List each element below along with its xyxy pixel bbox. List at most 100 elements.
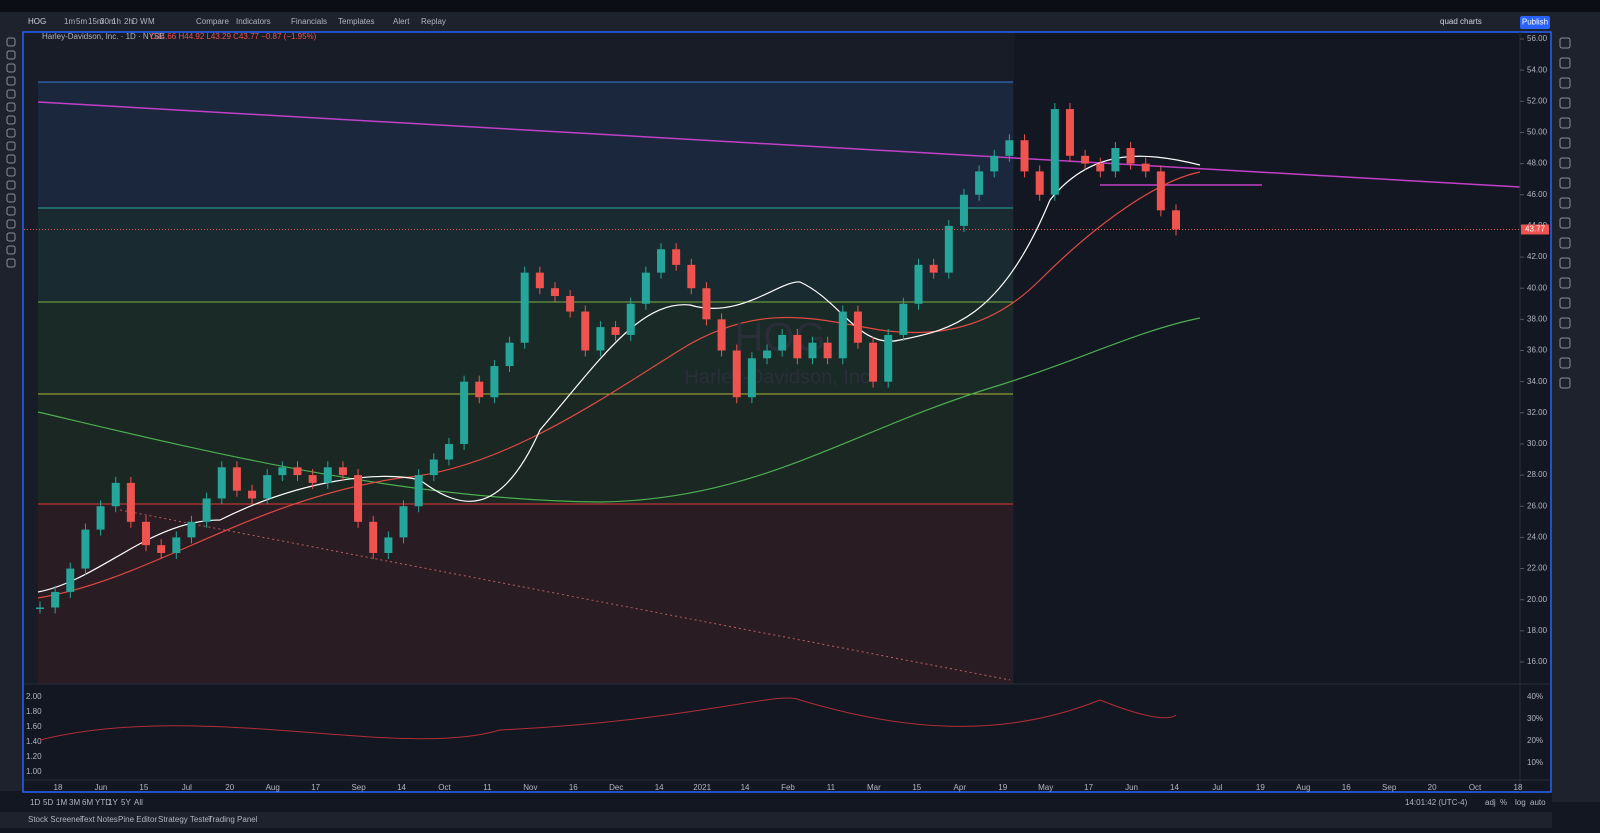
volume-left-tick: 1.80 — [26, 707, 42, 716]
x-tick-label: Jun — [94, 783, 107, 792]
sidebar-icon[interactable] — [1559, 137, 1571, 149]
sidebar-icon[interactable] — [1559, 357, 1571, 369]
tool-icon[interactable] — [6, 128, 16, 138]
range-button[interactable]: All — [134, 798, 143, 807]
tool-icon[interactable] — [6, 232, 16, 242]
tool-icon[interactable] — [6, 76, 16, 86]
tool-icon[interactable] — [6, 193, 16, 203]
sidebar-icon[interactable] — [1559, 37, 1571, 49]
interval[interactable]: 30m — [100, 17, 116, 26]
y-tick-label: 20.00 — [1527, 595, 1548, 604]
publish-label[interactable]: Publish — [1522, 18, 1548, 27]
range-button[interactable]: YTD — [95, 798, 111, 807]
candle — [596, 327, 605, 351]
panel-tab[interactable]: Pine Editor — [118, 815, 157, 824]
tool-icon[interactable] — [6, 89, 16, 99]
sidebar-icon[interactable] — [1559, 377, 1571, 389]
candle — [581, 311, 590, 351]
range-button[interactable]: 5D — [43, 798, 53, 807]
tool-icon[interactable] — [6, 63, 16, 73]
scale-option[interactable]: log — [1515, 798, 1526, 807]
sidebar-icon[interactable] — [1559, 197, 1571, 209]
x-tick-label: 11 — [827, 783, 836, 792]
tool-icon[interactable] — [6, 154, 16, 164]
legend-title: Harley-Davidson, Inc. · 1D · NYSE — [42, 32, 165, 41]
sidebar-icon[interactable] — [1559, 117, 1571, 129]
interval[interactable]: 15m — [88, 17, 104, 26]
candle — [778, 334, 787, 351]
tool-icon[interactable] — [6, 102, 16, 112]
last-price-box — [1521, 224, 1549, 235]
interval[interactable]: M — [148, 17, 155, 26]
x-tick-label: 14 — [397, 783, 406, 792]
tool-icon[interactable] — [6, 50, 16, 60]
right-sidebar — [1552, 12, 1600, 802]
y-tick-label: 36.00 — [1527, 346, 1548, 355]
sidebar-icon[interactable] — [1559, 57, 1571, 69]
sidebar-icon[interactable] — [1559, 97, 1571, 109]
browser-tabs — [0, 0, 1600, 12]
tool-icon[interactable] — [6, 37, 16, 47]
candle — [323, 467, 332, 483]
interval[interactable]: 1h — [112, 17, 121, 26]
trend-line — [37, 101, 1521, 188]
interval[interactable]: W — [140, 17, 148, 26]
tool-icon[interactable] — [6, 141, 16, 151]
candle — [232, 467, 241, 491]
x-tick-label: Dec — [609, 783, 623, 792]
layout-name[interactable]: quad charts — [1440, 17, 1482, 26]
tool-icon[interactable] — [6, 167, 16, 177]
toolbar-button[interactable]: Templates — [338, 17, 374, 26]
range-button[interactable]: 1Y — [108, 798, 118, 807]
tool-icon[interactable] — [6, 245, 16, 255]
range-button[interactable]: 6M — [82, 798, 93, 807]
scale-option[interactable]: adj — [1485, 798, 1496, 807]
interval[interactable]: 5m — [76, 17, 87, 26]
y-tick-label: 18.00 — [1527, 626, 1548, 635]
tool-icon[interactable] — [6, 258, 16, 268]
scale-option[interactable]: auto — [1530, 798, 1546, 807]
sidebar-icon[interactable] — [1559, 297, 1571, 309]
interval[interactable]: D — [132, 17, 138, 26]
toolbar-button[interactable]: Financials — [291, 17, 327, 26]
sidebar-icon[interactable] — [1559, 257, 1571, 269]
range-button[interactable]: 3M — [69, 798, 80, 807]
toolbar-button[interactable]: Replay — [421, 17, 446, 26]
tool-icon[interactable] — [6, 180, 16, 190]
candle — [1065, 109, 1074, 156]
tool-icon[interactable] — [6, 206, 16, 216]
y-tick-label: 38.00 — [1527, 314, 1548, 323]
candle — [202, 498, 211, 522]
x-tick-label: 19 — [998, 783, 1007, 792]
panel-tab[interactable]: Stock Screener — [28, 815, 83, 824]
candle — [520, 272, 529, 343]
sidebar-icon[interactable] — [1559, 217, 1571, 229]
sidebar-icon[interactable] — [1559, 237, 1571, 249]
panel-tab[interactable]: Trading Panel — [208, 815, 258, 824]
sidebar-icon[interactable] — [1559, 277, 1571, 289]
publish-button[interactable] — [1520, 16, 1550, 29]
sidebar-icon[interactable] — [1559, 177, 1571, 189]
interval[interactable]: 1m — [64, 17, 75, 26]
sidebar-icon[interactable] — [1559, 77, 1571, 89]
toolbar-button[interactable]: Compare — [196, 17, 229, 26]
sidebar-icon[interactable] — [1559, 317, 1571, 329]
scale-option[interactable]: % — [1500, 798, 1507, 807]
range-button[interactable]: 5Y — [121, 798, 131, 807]
panel-tab[interactable]: Text Notes — [80, 815, 118, 824]
x-tick-label: 20 — [1428, 783, 1437, 792]
toolbar-button[interactable]: Alert — [393, 17, 410, 26]
interval[interactable]: 2h — [124, 17, 133, 26]
y-tick-label: 52.00 — [1527, 96, 1548, 105]
sidebar-icon[interactable] — [1559, 337, 1571, 349]
tool-icon[interactable] — [6, 115, 16, 125]
tool-icon[interactable] — [6, 219, 16, 229]
symbol[interactable]: HOG — [28, 17, 46, 26]
sidebar-icon[interactable] — [1559, 157, 1571, 169]
range-button[interactable]: 1M — [56, 798, 67, 807]
candle — [1126, 148, 1135, 164]
panel-tab[interactable]: Strategy Tester — [158, 815, 212, 824]
toolbar-button[interactable]: Indicators — [236, 17, 271, 26]
candle — [914, 264, 923, 304]
range-button[interactable]: 1D — [30, 798, 40, 807]
